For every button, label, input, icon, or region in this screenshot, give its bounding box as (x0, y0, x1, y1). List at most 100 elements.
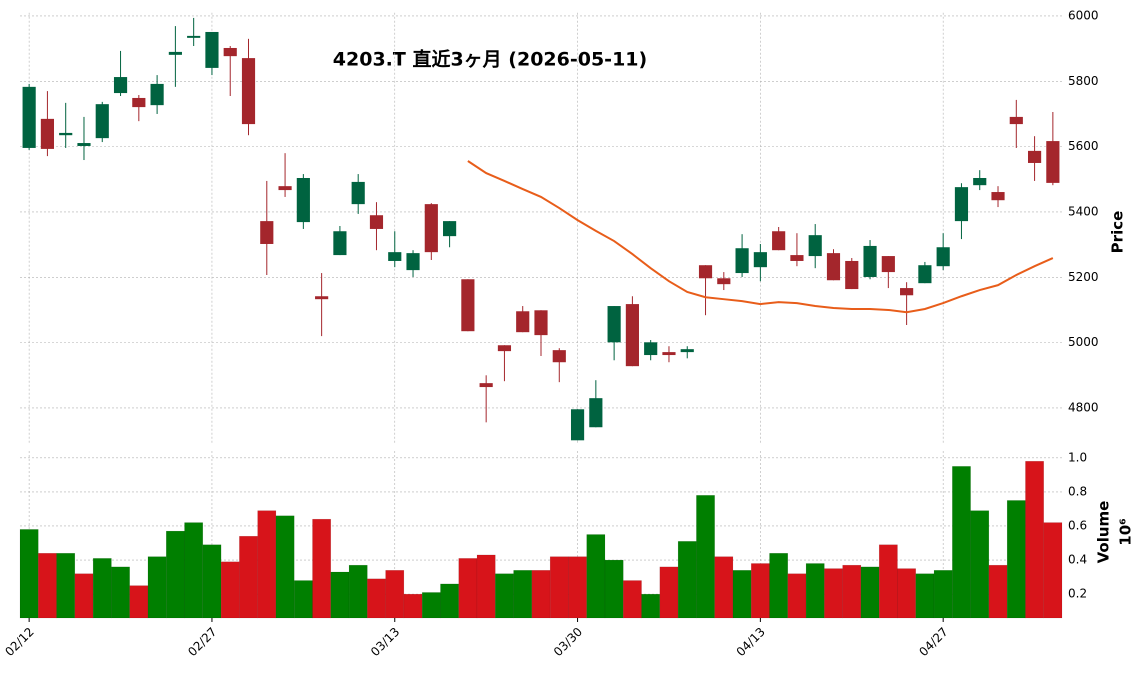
volume-bar (220, 561, 240, 619)
candle-body (132, 97, 146, 108)
volume-bar (531, 570, 551, 619)
volume-bar (677, 541, 697, 619)
y-tick-label: 1.0 (1068, 450, 1087, 464)
volume-bar (92, 558, 112, 619)
y-tick-label: 0.6 (1068, 518, 1087, 532)
candle-body (388, 252, 402, 261)
x-tick-label: 02/12 (2, 625, 36, 659)
candle-body (260, 221, 274, 244)
candle-body (863, 245, 877, 277)
candle-body (881, 256, 895, 273)
volume-bar (38, 552, 57, 619)
y-tick-label: 5000 (1068, 335, 1099, 349)
moving-average-line (467, 160, 1054, 314)
chart-title: 4203.T 直近3ヶ月 (2026-05-11) (333, 48, 647, 71)
volume-bar (714, 556, 734, 619)
volume-bar (348, 564, 368, 619)
volume-bar (239, 535, 258, 619)
volume-bar (970, 510, 990, 619)
volume-bar (659, 566, 679, 619)
y-tick-label: 4800 (1068, 400, 1099, 414)
x-tick-label: 04/13 (734, 625, 768, 659)
volume-bar (458, 558, 478, 619)
volume-bar (805, 563, 825, 619)
candle-body (406, 253, 420, 271)
candle-body (187, 35, 201, 38)
volume-bar (440, 583, 459, 619)
candle-body (936, 247, 950, 267)
y-tick-label: 6000 (1068, 8, 1099, 22)
volume-bar (824, 568, 843, 619)
volume-bar (769, 552, 789, 619)
volume-bar (1043, 522, 1063, 619)
volume-bar (952, 466, 971, 619)
volume-bar (988, 564, 1008, 619)
y-tick-label: 5200 (1068, 270, 1099, 284)
candle-body (516, 311, 530, 333)
volume-bar (202, 544, 222, 619)
candle-body (1046, 141, 1060, 183)
x-tick-label: 04/27 (916, 625, 950, 659)
x-tick-label: 02/27 (185, 625, 219, 659)
candle-body (479, 383, 493, 388)
volume-bar (367, 578, 386, 619)
volume-bar (385, 570, 405, 619)
candle-body (1009, 116, 1023, 125)
candle-body (150, 83, 164, 106)
volume-bar (421, 592, 441, 619)
candle-body (1027, 150, 1042, 163)
candle-body (552, 350, 566, 363)
volume-bar (184, 522, 204, 619)
candle-body (315, 296, 329, 300)
candle-body (918, 265, 932, 284)
volume-bar (732, 570, 752, 619)
candle-body (680, 349, 694, 353)
volume-bar (549, 556, 569, 619)
candle-body (443, 221, 457, 237)
candle-body (351, 181, 365, 205)
candle-body (845, 260, 859, 290)
candle-body (40, 118, 55, 149)
y-axis-label: Volume (1095, 501, 1113, 564)
volume-bar (19, 529, 39, 619)
volume-bar (604, 559, 624, 619)
y-tick-label: 5400 (1068, 204, 1099, 218)
candle-body (808, 235, 822, 257)
volume-bar (623, 580, 642, 619)
candle-body (223, 47, 237, 57)
candle-body (717, 278, 731, 285)
volume-bar (147, 556, 167, 619)
candle-body (22, 86, 36, 148)
volume-bar (750, 563, 770, 619)
candle-body (534, 310, 548, 336)
candle-body (698, 265, 713, 279)
volume-bar (275, 515, 295, 619)
candle-body (113, 77, 128, 94)
volume-bar (495, 573, 514, 619)
candle-body (589, 398, 603, 428)
candle-body (95, 104, 109, 139)
volume-bar (74, 573, 94, 619)
volume-bar (696, 495, 715, 619)
candle-body (826, 253, 841, 281)
volume-bar (293, 580, 313, 619)
candle-body (59, 132, 73, 136)
volume-bar (1025, 460, 1044, 619)
x-tick-label: 03/30 (551, 625, 585, 659)
candle-body (168, 51, 182, 55)
candle-body (772, 231, 786, 251)
volume-bar (787, 573, 807, 619)
y-tick-label: 0.4 (1068, 553, 1087, 567)
y-tick-label: 5800 (1068, 74, 1099, 88)
volume-bar (641, 593, 661, 619)
candle-body (461, 279, 475, 332)
candle-body (625, 304, 639, 367)
volume-bar (165, 530, 185, 619)
y-tick-label: 0.8 (1068, 484, 1087, 498)
volume-bar (403, 593, 423, 619)
candle-body (607, 306, 621, 343)
candle-body (369, 215, 384, 229)
volume-bar (915, 573, 935, 619)
volume-bar (842, 564, 862, 619)
candle-body (497, 345, 512, 352)
